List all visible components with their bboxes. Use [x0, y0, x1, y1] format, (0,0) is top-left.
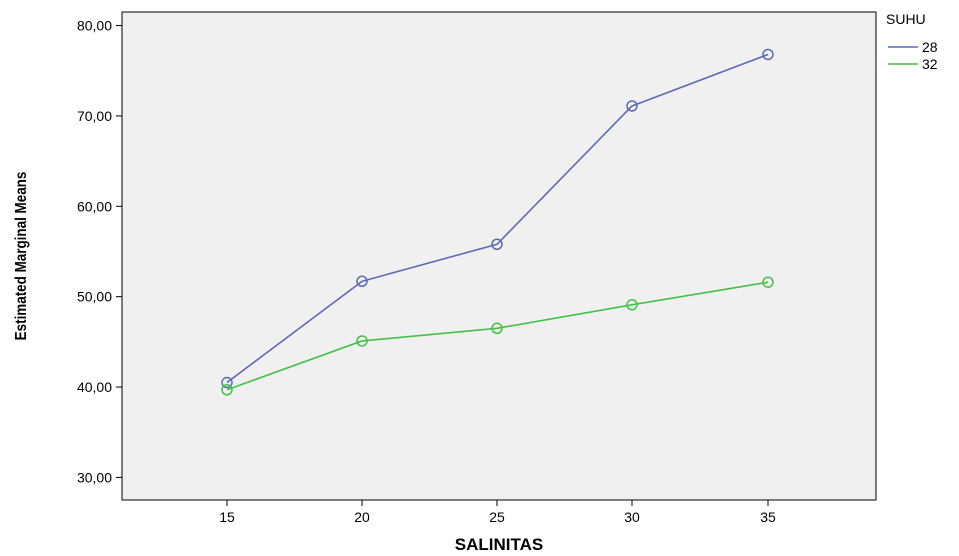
- x-tick-label: 25: [489, 509, 505, 525]
- data-point-28: [221, 376, 233, 389]
- y-tick-label: 80,00: [77, 18, 112, 34]
- series-line-28: [226, 53, 769, 384]
- x-axis-title: SALINITAS: [455, 535, 543, 554]
- data-point-32: [626, 299, 638, 311]
- y-tick-label: 70,00: [77, 108, 112, 124]
- data-point-28: [626, 100, 638, 112]
- data-point-28: [356, 275, 368, 288]
- y-axis: 30,00 40,00 50,00 60,00 70,00 80,00: [77, 18, 122, 485]
- data-point-28: [491, 238, 503, 251]
- series-line-32: [226, 281, 769, 391]
- data-point-32: [356, 335, 368, 347]
- y-tick-label: 50,00: [77, 289, 112, 305]
- data-point-28: [762, 48, 774, 61]
- x-axis: 15 20 25 30 35: [219, 500, 776, 525]
- y-tick-label: 60,00: [77, 198, 112, 214]
- y-tick-label: 30,00: [77, 469, 112, 485]
- x-tick-label: 30: [624, 509, 640, 525]
- legend-label-32: 32: [922, 56, 938, 72]
- data-point-32: [221, 383, 233, 396]
- plot-area: [121, 11, 877, 501]
- data-point-32: [762, 276, 774, 288]
- data-point-32: [491, 322, 503, 335]
- x-tick-label: 35: [760, 509, 776, 525]
- y-tick-label: 40,00: [77, 379, 112, 395]
- legend-label-28: 28: [922, 39, 938, 55]
- y-axis-title: Estimated Marginal Means: [13, 172, 30, 341]
- x-tick-label: 15: [219, 509, 235, 525]
- series-layer: [221, 48, 774, 396]
- x-tick-label: 20: [354, 509, 370, 525]
- legend-title: SUHU: [886, 11, 926, 27]
